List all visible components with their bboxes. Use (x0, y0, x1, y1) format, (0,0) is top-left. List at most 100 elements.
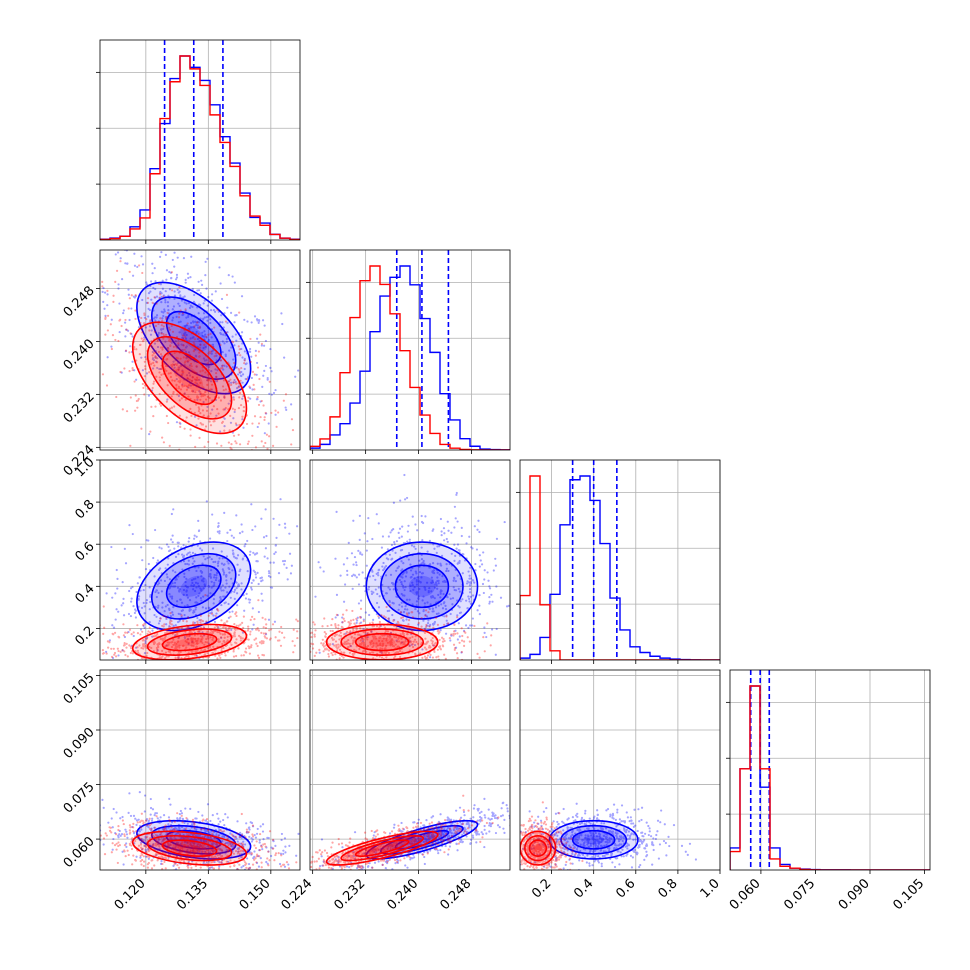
sample-point (140, 819, 143, 822)
sample-point (430, 576, 433, 579)
sample-point (242, 615, 245, 618)
sample-point (135, 855, 138, 858)
sample-point (172, 624, 175, 627)
sample-point (221, 366, 224, 370)
sample-point (404, 605, 407, 608)
sample-point (458, 549, 461, 552)
sample-point (233, 864, 236, 867)
sample-point (230, 628, 233, 631)
sample-point (170, 826, 173, 829)
sample-point (201, 409, 205, 412)
sample-point (197, 406, 200, 409)
density-fill (341, 629, 424, 656)
sample-point (232, 358, 235, 361)
sample-point (482, 660, 484, 662)
sample-point (134, 295, 137, 298)
sample-point (371, 635, 375, 638)
sample-point (198, 834, 201, 838)
sample-point (174, 644, 177, 648)
sample-point (199, 570, 203, 573)
sample-point (296, 630, 299, 633)
sample-point (170, 538, 173, 541)
sample-point (172, 665, 174, 667)
sample-point (144, 637, 147, 640)
sample-point (61, 644, 63, 646)
sample-point (233, 590, 236, 593)
sample-point (210, 830, 213, 833)
sample-point (164, 605, 167, 608)
sample-point (188, 339, 191, 342)
sample-point (101, 290, 104, 293)
sample-point (388, 553, 392, 556)
sample-point (239, 472, 241, 474)
sample-point (407, 619, 411, 622)
sample-point (148, 325, 152, 328)
sample-point (381, 565, 384, 568)
sample-point (397, 636, 401, 639)
sample-point (334, 616, 337, 619)
sample-point (178, 304, 181, 308)
sample-point (257, 403, 261, 407)
sample-point (186, 322, 189, 325)
sample-point (341, 616, 344, 619)
sample-point (237, 385, 240, 388)
sample-point (203, 643, 206, 646)
sample-point (207, 415, 210, 418)
sample-point (161, 346, 164, 349)
sample-point (235, 642, 238, 645)
sample-point (229, 832, 232, 835)
sample-point (431, 642, 434, 645)
sample-point (157, 643, 160, 646)
sample-point (411, 643, 414, 646)
sample-point (365, 549, 368, 552)
sample-point (460, 651, 463, 654)
sample-point (160, 656, 163, 659)
sample-point (431, 607, 435, 610)
sample-point (318, 662, 320, 664)
sample-point (140, 316, 143, 320)
sample-point (401, 568, 404, 571)
sample-point (109, 661, 111, 663)
sample-point (213, 326, 216, 329)
sample-point (171, 330, 175, 333)
sample-point (201, 635, 204, 638)
density-fill (162, 351, 217, 405)
sample-point (143, 645, 146, 648)
sample-point (121, 819, 124, 822)
sample-point (202, 394, 205, 397)
sample-point (148, 433, 151, 436)
sample-point (439, 564, 442, 567)
sample-point (265, 534, 268, 538)
sample-point (189, 630, 192, 634)
sample-point (128, 524, 131, 527)
sample-point (225, 579, 228, 582)
sample-point (351, 587, 354, 590)
sample-point (290, 403, 293, 406)
sample-point (191, 650, 194, 653)
sample-point (122, 863, 125, 866)
sample-point (149, 806, 153, 810)
sample-point (349, 630, 352, 633)
sample-point (383, 651, 386, 654)
sample-point (166, 672, 168, 674)
sample-point (454, 632, 457, 635)
sample-point (400, 548, 404, 552)
sample-point (377, 568, 381, 571)
sample-point (478, 660, 480, 662)
sample-point (143, 684, 145, 686)
sample-point (205, 637, 208, 641)
sample-point (370, 590, 373, 593)
sample-point (138, 576, 141, 579)
sample-point (210, 662, 212, 664)
sample-point (352, 654, 355, 657)
sample-point (272, 840, 275, 843)
sample-point (244, 543, 247, 546)
sample-point (184, 346, 188, 349)
sample-point (458, 641, 461, 644)
sample-point (414, 653, 417, 656)
sample-point (237, 373, 240, 376)
sample-point (346, 573, 349, 576)
sample-point (211, 547, 215, 550)
sample-point (205, 662, 207, 664)
sample-point (175, 646, 178, 649)
